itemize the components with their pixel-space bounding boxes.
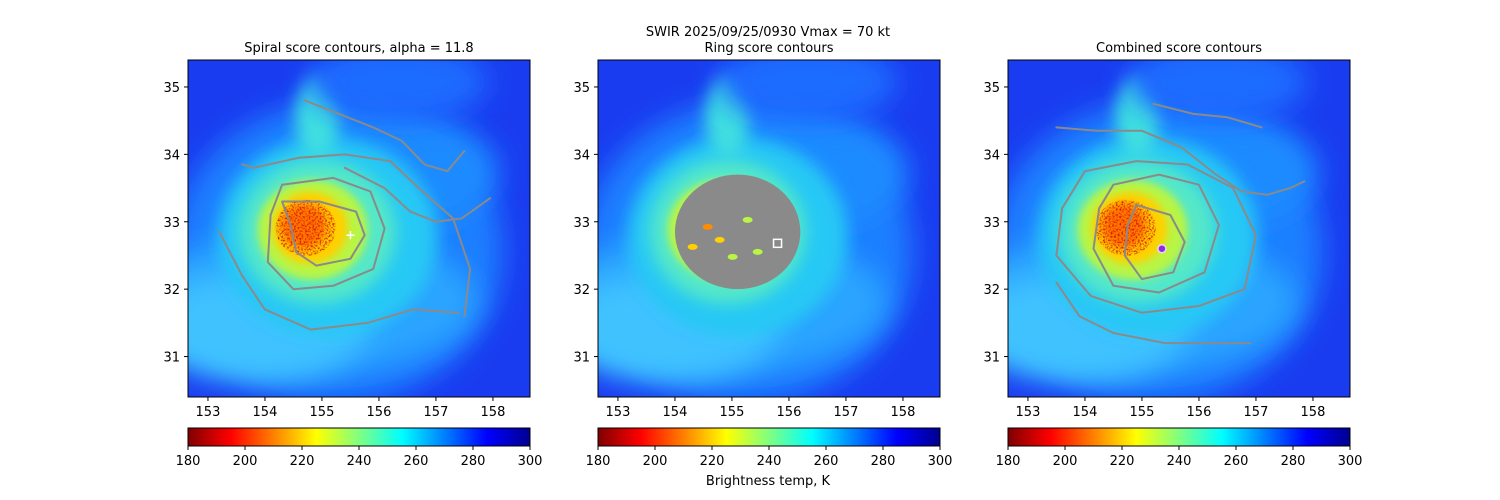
colorbar-tick-label: 220 — [290, 454, 315, 469]
contour-line — [343, 166, 492, 223]
colorbar-tick-label: 180 — [176, 454, 201, 469]
x-tick-label: 153 — [1016, 405, 1041, 420]
contour-line — [218, 230, 460, 331]
axes-frame — [1007, 59, 1351, 398]
x-tick-label: 154 — [663, 405, 688, 420]
x-tick-label: 156 — [777, 405, 802, 420]
x-tick-label: 157 — [834, 405, 859, 420]
x-tick-label: 155 — [1130, 405, 1155, 420]
y-tick-label: 31 — [983, 351, 1000, 366]
panel-title: Spiral score contours, alpha = 11.8 — [244, 41, 473, 56]
colorbar-tick-label: 260 — [1224, 454, 1249, 469]
colorbar-tick-label: 180 — [996, 454, 1021, 469]
colorbar-tick-label: 220 — [1110, 454, 1135, 469]
colorbar — [1007, 427, 1351, 447]
x-tick-label: 157 — [1244, 405, 1269, 420]
y-tick-label: 31 — [163, 351, 180, 366]
colorbar-tick-label: 300 — [1338, 454, 1363, 469]
colorbar-tick-label: 260 — [404, 454, 429, 469]
x-tick-label: 154 — [1073, 405, 1098, 420]
contour-line — [266, 176, 386, 291]
y-tick-label: 32 — [983, 283, 1000, 298]
contour-line — [281, 200, 366, 267]
y-tick-label: 35 — [573, 81, 590, 96]
y-tick-label: 31 — [573, 351, 590, 366]
x-tick-label: 158 — [1301, 405, 1326, 420]
panel-3: Combined score contours 153 154 155 156 157 15… — [983, 41, 1363, 469]
panel-title: Combined score contours — [1096, 41, 1262, 56]
axes-frame — [187, 59, 531, 398]
colorbar-tick-label: 200 — [233, 454, 258, 469]
colorbar-tick-label: 280 — [461, 454, 486, 469]
x-tick-label: 153 — [196, 405, 221, 420]
x-tick-label: 154 — [253, 405, 278, 420]
center-marker-plus — [346, 231, 355, 240]
y-tick-label: 35 — [983, 81, 1000, 96]
x-tick-label: 158 — [891, 405, 916, 420]
colorbar-tick-label: 240 — [757, 454, 782, 469]
ring-score-region — [674, 174, 801, 290]
contour-line — [1055, 126, 1306, 196]
colorbar — [187, 427, 531, 447]
x-tick-label: 156 — [1187, 405, 1212, 420]
colorbar-tick-label: 300 — [518, 454, 543, 469]
y-tick-label: 33 — [983, 216, 1000, 231]
y-tick-label: 32 — [573, 283, 590, 298]
x-tick-label: 153 — [606, 405, 631, 420]
y-tick-label: 33 — [163, 216, 180, 231]
colorbar-tick-label: 280 — [871, 454, 896, 469]
x-tick-label: 157 — [424, 405, 449, 420]
colorbar-tick-label: 260 — [814, 454, 839, 469]
colorbar-tick-label: 200 — [643, 454, 668, 469]
contour-line — [303, 99, 466, 173]
brightness-image — [1008, 60, 1350, 397]
panel-1: Spiral score contours, alpha = 11.8 153 15… — [163, 41, 543, 469]
center-marker-circle — [1157, 243, 1167, 254]
colorbar-label: Brightness temp, K — [706, 474, 831, 489]
colorbar-tick-label: 240 — [347, 454, 372, 469]
ring-speck — [687, 243, 698, 250]
axes-frame — [597, 59, 941, 398]
x-tick-label: 158 — [481, 405, 506, 420]
contour-line — [241, 153, 472, 318]
contour-line — [1123, 203, 1186, 281]
ring-speck — [727, 253, 738, 260]
ring-speck — [714, 236, 725, 243]
contour-line — [1092, 173, 1220, 294]
y-tick-label: 34 — [163, 148, 180, 163]
x-tick-label: 155 — [310, 405, 335, 420]
y-tick-label: 34 — [573, 148, 590, 163]
y-tick-label: 33 — [573, 216, 590, 231]
contour-line — [1055, 281, 1252, 345]
contour-line — [1152, 102, 1263, 129]
figure-suptitle: SWIR 2025/09/25/0930 Vmax = 70 kt — [646, 25, 890, 40]
panel-title: Ring score contours — [704, 41, 833, 56]
colorbar-tick-label: 280 — [1281, 454, 1306, 469]
colorbar-tick-label: 240 — [1167, 454, 1192, 469]
colorbar — [597, 427, 941, 447]
colorbar-tick-label: 300 — [928, 454, 953, 469]
y-tick-label: 34 — [983, 148, 1000, 163]
colorbar-tick-label: 180 — [586, 454, 611, 469]
ring-speck — [702, 223, 713, 230]
ring-speck — [742, 216, 753, 223]
ring-speck — [752, 248, 763, 255]
center-marker-square — [772, 238, 783, 249]
contour-line — [1055, 160, 1257, 314]
x-tick-label: 155 — [720, 405, 745, 420]
colorbar-tick-label: 200 — [1053, 454, 1078, 469]
y-tick-label: 32 — [163, 283, 180, 298]
x-tick-label: 156 — [367, 405, 392, 420]
colorbar-tick-label: 220 — [700, 454, 725, 469]
y-tick-label: 35 — [163, 81, 180, 96]
brightness-image — [188, 60, 530, 397]
panel-2: Ring score contours 153 154 155 156 157 158 31 3… — [573, 41, 953, 469]
